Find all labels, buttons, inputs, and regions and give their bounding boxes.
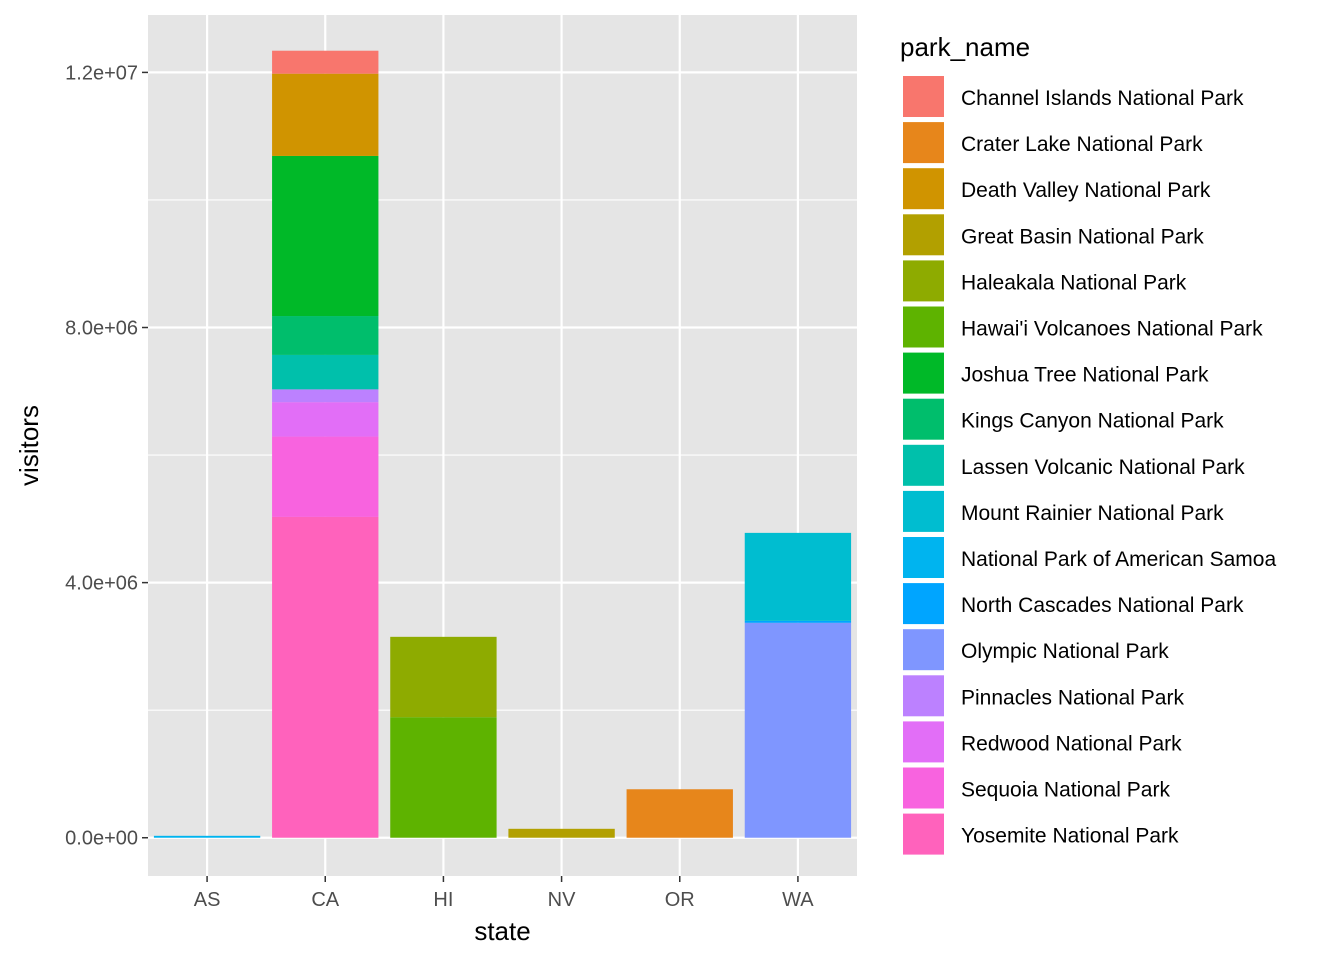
x-tick-label: OR bbox=[665, 889, 695, 911]
x-tick-label: NV bbox=[548, 889, 576, 911]
x-axis-title: state bbox=[474, 916, 530, 946]
x-tick-label: HI bbox=[433, 889, 453, 911]
legend-key bbox=[903, 675, 944, 717]
legend-key bbox=[903, 260, 944, 302]
bar-segment: WA — Mount Rainier National Park: 138000… bbox=[744, 532, 852, 621]
x-tick-label: WA bbox=[782, 889, 814, 911]
legend-key bbox=[903, 767, 944, 809]
bar-segment: NV — Great Basin National Park: 140000 bbox=[508, 828, 615, 838]
legend-label: Great Basin National Park bbox=[961, 225, 1204, 248]
y-tick-label: 4.0e+06 bbox=[65, 573, 138, 595]
legend-label: Mount Rainier National Park bbox=[961, 502, 1224, 525]
legend-key bbox=[903, 490, 944, 532]
bar-segment: WA — Olympic National Park: 3370000 bbox=[744, 622, 852, 838]
legend-key bbox=[903, 122, 944, 164]
legend-key bbox=[903, 76, 944, 117]
bar-segment: CA — Sequoia National Park: 1260000 bbox=[272, 436, 379, 517]
legend-key bbox=[903, 352, 944, 394]
legend-label: Olympic National Park bbox=[961, 640, 1169, 663]
bar-segment: CA — Redwood National Park: 540000 bbox=[272, 402, 379, 437]
bar-segment: WA — North Cascades National Park: 30000 bbox=[744, 620, 852, 623]
x-tick-label: AS bbox=[194, 889, 221, 911]
bar-segment: AS — National Park of American Samoa: 30… bbox=[153, 835, 261, 838]
legend-label: National Park of American Samoa bbox=[961, 548, 1276, 571]
bar-segment: CA — Death Valley National Park: 1290000 bbox=[272, 73, 379, 156]
legend-key bbox=[903, 214, 944, 256]
legend-label: Joshua Tree National Park bbox=[961, 364, 1209, 387]
bar-segment: CA — Lassen Volcanic National Park: 5400… bbox=[272, 354, 379, 390]
legend-label: Crater Lake National Park bbox=[961, 133, 1203, 156]
legend-label: Kings Canyon National Park bbox=[961, 410, 1224, 433]
bar-segment: CA — Channel Islands National Park: 3600… bbox=[272, 50, 379, 74]
x-tick-label: CA bbox=[311, 889, 339, 911]
legend-label: Haleakala National Park bbox=[961, 271, 1187, 294]
legend-label: North Cascades National Park bbox=[961, 594, 1244, 617]
bar-segment: OR — Crater Lake National Park: 760000 bbox=[626, 789, 733, 838]
legend-label: Hawai'i Volcanoes National Park bbox=[961, 318, 1263, 341]
y-tick-label: 0.0e+00 bbox=[65, 828, 138, 850]
bar-segment: HI — Hawai'i Volcanoes National Park: 18… bbox=[390, 717, 497, 838]
legend-key bbox=[903, 306, 944, 348]
bars: AS — National Park of American Samoa: 30… bbox=[153, 50, 852, 838]
legend-key bbox=[903, 721, 944, 763]
bar-segment: CA — Pinnacles National Park: 200000 bbox=[272, 389, 379, 403]
legend-key bbox=[903, 583, 944, 625]
legend-label: Channel Islands National Park bbox=[961, 87, 1244, 110]
legend-label: Sequoia National Park bbox=[961, 779, 1170, 802]
plot-panel bbox=[148, 15, 857, 876]
legend-key bbox=[903, 813, 944, 855]
legend-title: park_name bbox=[900, 32, 1030, 62]
legend-label: Death Valley National Park bbox=[961, 179, 1211, 202]
bar-segment: CA — Kings Canyon National Park: 610000 bbox=[272, 316, 379, 355]
legend: park_name Channel Islands National ParkC… bbox=[900, 32, 1276, 855]
y-tick-label: 8.0e+06 bbox=[65, 318, 138, 340]
bar-segment: CA — Yosemite National Park: 5030000 bbox=[272, 516, 379, 838]
legend-items: Channel Islands National Park Crater Lake… bbox=[903, 76, 1276, 855]
legend-label: Pinnacles National Park bbox=[961, 686, 1184, 709]
legend-key bbox=[903, 168, 944, 210]
legend-key bbox=[903, 398, 944, 440]
y-tick-label: 1.2e+07 bbox=[65, 62, 138, 84]
y-axis-title: visitors bbox=[14, 405, 44, 486]
legend-label: Redwood National Park bbox=[961, 732, 1182, 755]
legend-key bbox=[903, 537, 944, 578]
legend-key bbox=[903, 629, 944, 671]
axes: 0.0e+00 4.0e+06 8.0e+06 1.2e+07 AS CA HI NV OR WA bbox=[65, 62, 814, 911]
legend-label: Yosemite National Park bbox=[961, 825, 1179, 848]
bar-segment: CA — Joshua Tree National Park: 2510000 bbox=[272, 155, 379, 317]
legend-label: Lassen Volcanic National Park bbox=[961, 456, 1245, 479]
legend-key bbox=[903, 444, 944, 486]
bar-segment: HI — Haleakala National Park: 1260000 bbox=[390, 636, 497, 718]
